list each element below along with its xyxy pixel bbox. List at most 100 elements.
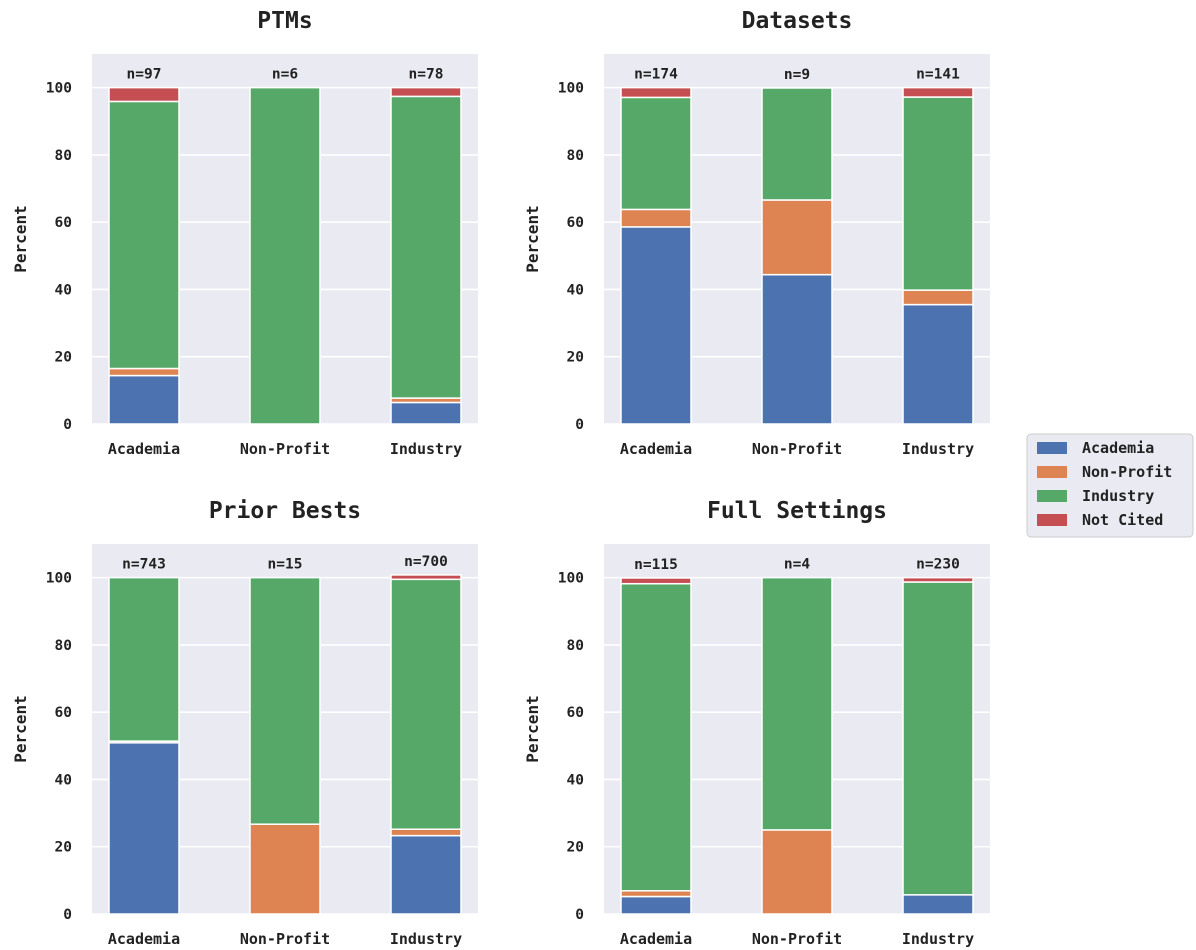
y-tick-label: 40: [567, 772, 584, 788]
bar-not-cited: [902, 86, 974, 98]
bar-industry: [620, 96, 692, 211]
y-tick-label: 60: [55, 215, 72, 231]
count-label: n=4: [784, 557, 810, 573]
x-tick-label: Industry: [390, 440, 462, 458]
y-tick-label: 60: [55, 705, 72, 721]
bar-academia: [620, 226, 692, 425]
legend-swatch-non-profit: [1037, 466, 1067, 478]
bar-academia: [620, 895, 692, 915]
legend-swatch-not-cited: [1037, 514, 1067, 526]
legend-label: Academia: [1082, 439, 1154, 457]
x-tick-label: Academia: [620, 440, 692, 458]
bar-academia: [390, 401, 462, 425]
y-tick-label: 40: [567, 282, 584, 298]
bar-industry: [390, 95, 462, 399]
y-tick-label: 0: [575, 417, 584, 433]
x-tick-label: Non-Profit: [240, 930, 330, 948]
x-tick-label: Industry: [390, 930, 462, 948]
count-label: n=230: [916, 557, 960, 573]
y-tick-label: 80: [55, 638, 72, 654]
y-tick-label: 60: [567, 705, 584, 721]
y-tick-label: 20: [55, 350, 72, 366]
panel-datasets: 0 20 40 60 80 100 Datasets Percent n=174 Academia…: [523, 8, 990, 458]
y-axis-label: Percent: [523, 695, 542, 762]
bar-industry: [620, 582, 692, 892]
x-tick-label: Academia: [108, 440, 180, 458]
legend-swatch-academia: [1037, 442, 1067, 454]
legend-label: Not Cited: [1082, 511, 1163, 529]
count-label: n=15: [268, 557, 303, 573]
count-label: n=78: [409, 67, 444, 83]
panel-prior-bests: 0 20 40 60 80 100 Prior Bests Percent n=743 Acade…: [11, 498, 478, 948]
bar-not-cited: [902, 576, 974, 583]
bar-non-profit: [249, 823, 321, 915]
bar-academia: [761, 273, 833, 425]
bar-non-profit: [902, 289, 974, 306]
bar-industry: [108, 576, 180, 742]
bar-non-profit: [390, 828, 462, 837]
x-tick-label: Academia: [620, 930, 692, 948]
bar-non-profit: [108, 367, 180, 377]
bar-non-profit: [761, 199, 833, 276]
bar-not-cited: [108, 86, 180, 103]
y-axis-label: Percent: [11, 205, 30, 272]
bar-not-cited: [390, 86, 462, 98]
count-label: n=6: [272, 67, 298, 83]
y-tick-label: 20: [567, 350, 584, 366]
bar-academia: [390, 834, 462, 915]
bar-industry: [249, 576, 321, 825]
count-label: n=700: [404, 554, 448, 570]
count-label: n=141: [916, 67, 960, 83]
legend-label: Industry: [1082, 487, 1154, 505]
legend-box: [1026, 433, 1194, 538]
chart-title: Datasets: [742, 8, 853, 34]
bar-industry: [761, 87, 833, 201]
bar-industry: [108, 100, 180, 370]
bar-not-cited: [390, 574, 462, 581]
count-label: n=174: [634, 67, 678, 83]
chart-title: Full Settings: [707, 498, 887, 524]
bar-academia: [108, 374, 180, 425]
legend-label: Non-Profit: [1082, 463, 1172, 481]
y-tick-label: 100: [46, 81, 72, 97]
count-label: n=743: [122, 557, 166, 573]
bar-industry: [390, 578, 462, 830]
y-tick-label: 0: [63, 417, 72, 433]
y-tick-label: 0: [63, 907, 72, 923]
y-tick-label: 80: [567, 638, 584, 654]
y-tick-label: 100: [558, 81, 584, 97]
chart-title: PTMs: [257, 8, 312, 34]
panel-full-settings: 0 20 40 60 80 100 Full Settings Percent n=115 Aca…: [523, 498, 990, 948]
y-tick-label: 0: [575, 907, 584, 923]
x-tick-label: Academia: [108, 930, 180, 948]
y-tick-label: 20: [567, 840, 584, 856]
x-tick-label: Industry: [902, 440, 974, 458]
y-tick-label: 100: [558, 571, 584, 587]
x-tick-label: Non-Profit: [752, 440, 842, 458]
y-tick-label: 40: [55, 772, 72, 788]
bar-academia: [902, 303, 974, 425]
bar-academia: [902, 894, 974, 915]
bar-industry: [902, 96, 974, 291]
x-tick-label: Industry: [902, 930, 974, 948]
bar-industry: [761, 576, 833, 831]
chart-title: Prior Bests: [209, 498, 361, 524]
bar-non-profit: [761, 829, 833, 915]
y-tick-label: 20: [55, 840, 72, 856]
bar-industry: [902, 581, 974, 896]
count-label: n=97: [127, 67, 162, 83]
bar-academia: [108, 742, 180, 915]
y-tick-label: 40: [55, 282, 72, 298]
count-label: n=9: [784, 67, 810, 83]
bar-non-profit: [620, 890, 692, 898]
x-tick-label: Non-Profit: [240, 440, 330, 458]
y-tick-label: 80: [567, 148, 584, 164]
y-axis-label: Percent: [523, 205, 542, 272]
legend-swatch-industry: [1037, 490, 1067, 502]
count-label: n=115: [634, 557, 678, 573]
y-tick-label: 100: [46, 571, 72, 587]
bar-not-cited: [620, 577, 692, 585]
bar-not-cited: [620, 86, 692, 99]
y-tick-label: 60: [567, 215, 584, 231]
